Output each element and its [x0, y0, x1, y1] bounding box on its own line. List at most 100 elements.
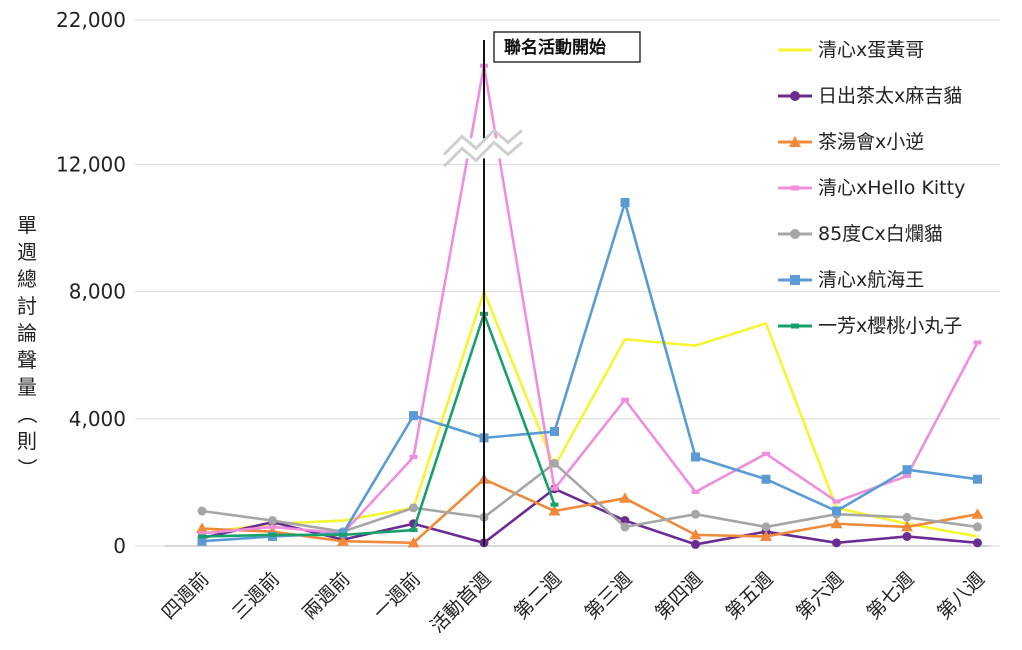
series-line [201, 477, 978, 545]
data-point [901, 520, 913, 532]
data-point [691, 452, 700, 462]
x-tick-label: 活動首週 [426, 568, 495, 637]
data-point [550, 458, 559, 468]
data-point [197, 536, 207, 546]
data-point [268, 532, 277, 537]
series-line [201, 201, 978, 543]
grid [135, 19, 1000, 547]
legend-label: 清心x航海王 [818, 269, 924, 291]
data-point [620, 516, 630, 526]
data-point [198, 534, 206, 539]
x-tick-label: 一週前 [369, 568, 425, 624]
legend-marker [790, 275, 800, 285]
legend-item: 茶湯會x小逆 [778, 131, 924, 153]
y-label-char: 聲 [17, 348, 37, 372]
data-point [761, 522, 771, 532]
y-label-char: 則 [17, 429, 37, 453]
series-line [201, 312, 556, 538]
data-point [902, 512, 912, 522]
data-point [973, 340, 982, 345]
data-point [268, 516, 277, 526]
data-point [973, 522, 982, 532]
data-point [620, 522, 630, 532]
legend-marker [791, 185, 799, 191]
y-tick-label: 22,000 [56, 8, 126, 32]
legend-marker [790, 91, 800, 101]
series-line [201, 290, 978, 538]
x-tick-label: 第四週 [651, 568, 707, 624]
series-0 [201, 290, 978, 538]
legend-item: 清心xHello Kitty [778, 177, 965, 199]
data-point [196, 522, 208, 534]
data-point [550, 502, 559, 507]
x-tick-label: 第八週 [933, 568, 989, 624]
data-point [548, 505, 561, 516]
y-label-char: ） [15, 458, 39, 478]
y-axis-ticks: 0 4,000 8,000 12,000 22,000 [56, 8, 126, 558]
series-line [201, 462, 978, 533]
x-axis-ticks: 四週前 三週前 兩週前 一週前 活動首週 第二週 第三週 第四週 第五週 第六週 第七週 第八週 [158, 568, 989, 637]
legend-item: 一芳x櫻桃小丸子 [778, 315, 962, 337]
data-point [550, 486, 559, 491]
series-6 [198, 311, 559, 539]
legend-label: 清心xHello Kitty [818, 177, 965, 199]
data-point [761, 474, 771, 484]
data-point [409, 503, 418, 513]
data-point [973, 474, 982, 484]
annotation-box [493, 31, 641, 63]
annotation-label: 聯名活動開始 [504, 37, 606, 58]
legend-item: 清心x航海王 [778, 269, 924, 291]
data-point [407, 536, 420, 548]
data-point [619, 492, 631, 503]
x-tick-label: 第二週 [510, 568, 566, 624]
break-line-upper [442, 128, 523, 156]
data-point [268, 524, 277, 529]
data-point [691, 489, 700, 494]
data-point [973, 538, 982, 548]
legend-label: 清心x蛋黃哥 [818, 39, 924, 61]
legend-item: 85度Cx白爛貓 [778, 223, 943, 245]
axis-break-mark [442, 128, 523, 168]
data-point [903, 474, 911, 479]
legend-item: 日出茶太x麻吉貓 [778, 85, 962, 107]
data-point [689, 528, 702, 540]
legend-marker [790, 229, 800, 239]
x-tick-label: 第七週 [863, 568, 919, 624]
data-point [971, 508, 984, 519]
series-line [201, 64, 979, 535]
data-point [691, 539, 700, 549]
x-tick-label: 第五週 [722, 568, 778, 624]
break-line-lower [442, 140, 523, 168]
data-point [409, 454, 418, 459]
data-point [832, 499, 841, 504]
data-point [621, 397, 629, 402]
legend-item: 清心x蛋黃哥 [778, 39, 924, 61]
data-point [902, 465, 912, 475]
data-point [198, 531, 206, 536]
data-point [832, 506, 841, 516]
data-point [620, 198, 630, 208]
annotation: 聯名活動開始 [483, 31, 641, 546]
x-tick-label: 第三週 [581, 568, 637, 624]
legend-marker [789, 136, 801, 147]
data-point [409, 528, 418, 533]
data-point [830, 517, 843, 529]
data-point [197, 506, 207, 516]
x-tick-label: 兩週前 [299, 568, 355, 624]
x-tick-label: 三週前 [228, 568, 284, 624]
data-point [762, 451, 770, 456]
legend-label: 85度Cx白爛貓 [818, 223, 943, 245]
data-point [550, 427, 559, 437]
y-tick-label: 12,000 [56, 152, 126, 176]
y-label-char: 討 [17, 294, 37, 318]
data-point [832, 538, 841, 548]
y-tick-label: 4,000 [69, 407, 126, 431]
series-2 [196, 473, 984, 548]
legend-label: 茶湯會x小逆 [818, 131, 924, 153]
data-point [760, 530, 772, 541]
y-tick-label: 8,000 [69, 280, 126, 304]
y-label-char: 週 [17, 240, 37, 264]
legend-label: 日出茶太x麻吉貓 [818, 85, 962, 107]
